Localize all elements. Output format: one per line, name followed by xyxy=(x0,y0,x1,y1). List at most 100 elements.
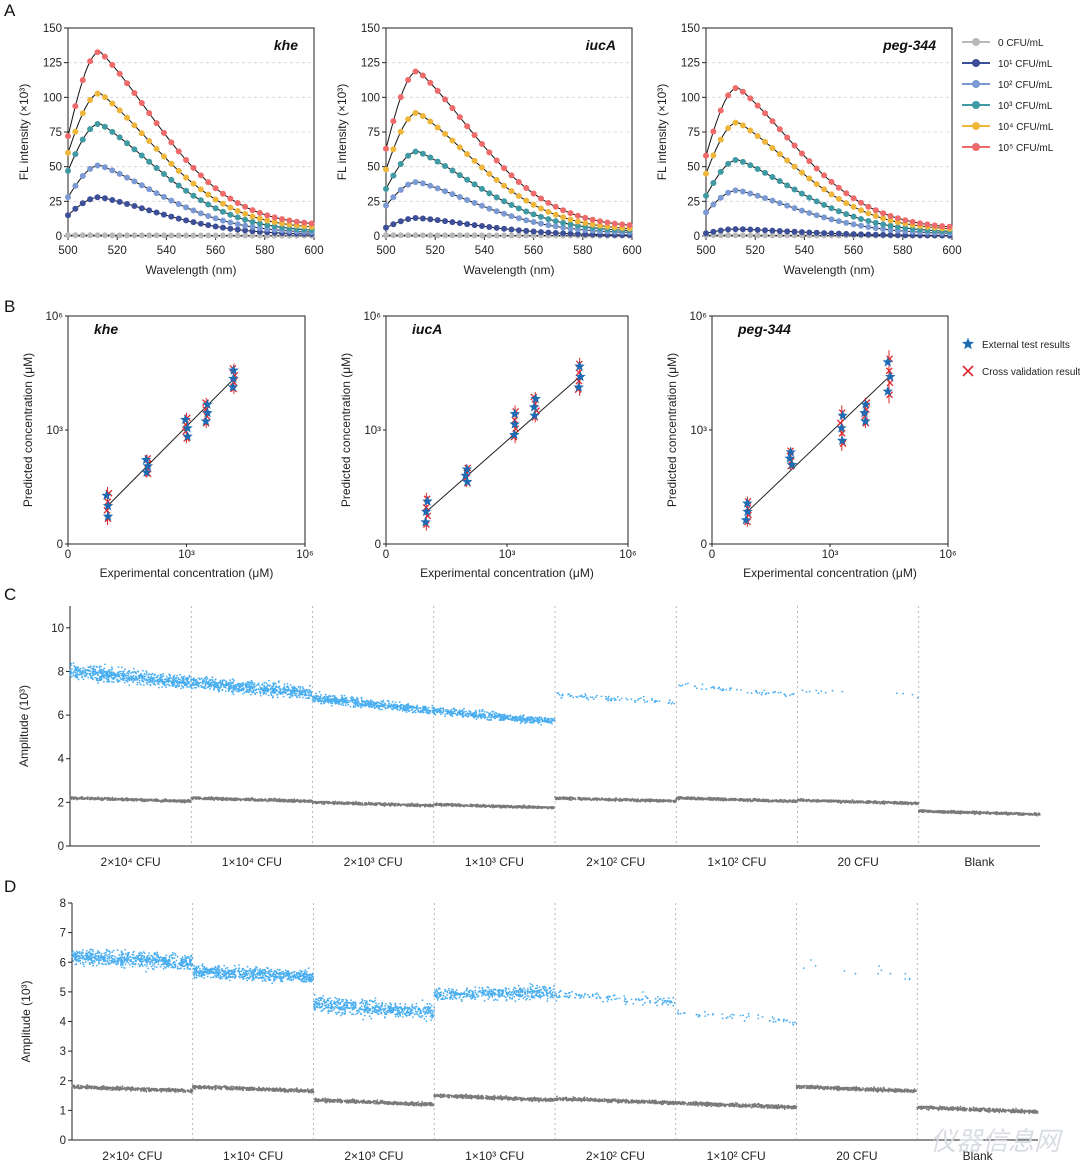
negative-droplet xyxy=(529,806,532,808)
y-tick-label: 125 xyxy=(681,58,700,70)
data-point xyxy=(138,182,145,189)
data-point xyxy=(456,172,463,179)
data-point xyxy=(523,197,530,204)
data-point xyxy=(776,232,783,239)
data-point xyxy=(197,186,204,193)
data-point xyxy=(821,172,828,179)
positive-droplet xyxy=(307,692,310,694)
negative-droplet xyxy=(97,796,100,799)
positive-droplet xyxy=(231,687,234,689)
positive-droplet xyxy=(341,702,344,705)
positive-droplet xyxy=(299,691,301,694)
positive-droplet xyxy=(217,688,219,691)
positive-droplet xyxy=(423,708,425,711)
positive-droplet xyxy=(133,678,136,681)
positive-droplet xyxy=(182,686,184,688)
negative-droplet xyxy=(281,799,283,801)
positive-droplet xyxy=(221,688,224,691)
positive-droplet xyxy=(100,671,102,674)
positive-droplet xyxy=(374,703,377,706)
positive-droplet xyxy=(87,676,90,679)
data-point xyxy=(478,223,485,230)
positive-droplet xyxy=(191,687,193,690)
data-point xyxy=(508,226,515,233)
positive-droplet xyxy=(138,682,141,684)
data-point xyxy=(153,232,160,239)
positive-droplet xyxy=(284,689,287,691)
data-point xyxy=(843,230,850,237)
external-test-point xyxy=(202,407,213,418)
data-point xyxy=(434,124,441,131)
positive-droplet xyxy=(195,686,198,689)
data-point xyxy=(405,181,412,188)
positive-droplet xyxy=(177,677,180,679)
positive-droplet xyxy=(390,703,393,706)
legend-label: 10¹ CFU/mL xyxy=(998,59,1053,70)
positive-droplet xyxy=(297,685,300,688)
data-point xyxy=(791,186,798,193)
data-point xyxy=(739,122,746,129)
positive-droplet xyxy=(167,681,170,684)
data-point xyxy=(478,185,485,192)
positive-droplet xyxy=(192,683,194,686)
negative-droplet xyxy=(144,799,146,801)
data-point xyxy=(493,232,500,239)
positive-droplet xyxy=(392,705,394,707)
positive-droplet xyxy=(103,680,105,683)
positive-droplet xyxy=(295,695,298,697)
data-point xyxy=(271,223,278,230)
positive-droplet xyxy=(90,677,93,679)
data-point xyxy=(227,225,234,232)
data-point xyxy=(72,128,79,135)
well-droplets xyxy=(190,675,314,804)
positive-droplet xyxy=(278,685,281,688)
positive-droplet xyxy=(143,677,146,680)
data-point xyxy=(703,152,709,159)
positive-droplet xyxy=(216,687,219,689)
data-point xyxy=(131,122,138,129)
data-point xyxy=(308,220,315,227)
data-point xyxy=(116,134,123,141)
data-point xyxy=(857,215,864,222)
positive-droplet xyxy=(106,678,109,681)
data-point xyxy=(449,191,456,198)
positive-droplet xyxy=(265,682,268,685)
negative-droplet xyxy=(389,803,391,805)
positive-droplet xyxy=(262,692,265,695)
data-point xyxy=(412,148,419,155)
y-tick-label: 0 xyxy=(374,231,380,243)
positive-droplet xyxy=(197,684,200,686)
well-label: 2×10⁴ CFU xyxy=(101,855,161,869)
data-point xyxy=(131,178,138,185)
negative-droplet xyxy=(525,805,528,808)
positive-droplet xyxy=(289,684,292,686)
positive-droplet xyxy=(327,701,330,704)
positive-droplet xyxy=(359,703,361,705)
positive-droplet xyxy=(104,663,106,666)
data-point xyxy=(397,128,404,135)
data-point xyxy=(887,212,894,219)
data-point xyxy=(537,195,544,202)
negative-droplet xyxy=(129,798,132,800)
positive-droplet xyxy=(355,698,358,701)
data-point xyxy=(471,199,478,206)
data-point xyxy=(537,229,544,236)
negative-droplet xyxy=(390,802,393,804)
positive-droplet xyxy=(250,681,253,684)
x-tick-label: 560 xyxy=(206,245,225,257)
data-point xyxy=(442,218,449,225)
positive-droplet xyxy=(82,672,84,675)
data-point xyxy=(138,100,145,107)
negative-droplet xyxy=(194,796,197,799)
y-axis-label: Amplitude (10³) xyxy=(17,685,31,767)
positive-droplet xyxy=(209,688,212,690)
external-test-point xyxy=(784,453,795,463)
positive-droplet xyxy=(91,674,94,676)
y-tick-label: 75 xyxy=(49,127,62,139)
positive-droplet xyxy=(355,696,358,699)
negative-droplet xyxy=(71,797,74,799)
y-axis-label: FL intensity (×10³) xyxy=(655,84,669,181)
data-point xyxy=(190,207,197,214)
data-point xyxy=(249,228,256,235)
